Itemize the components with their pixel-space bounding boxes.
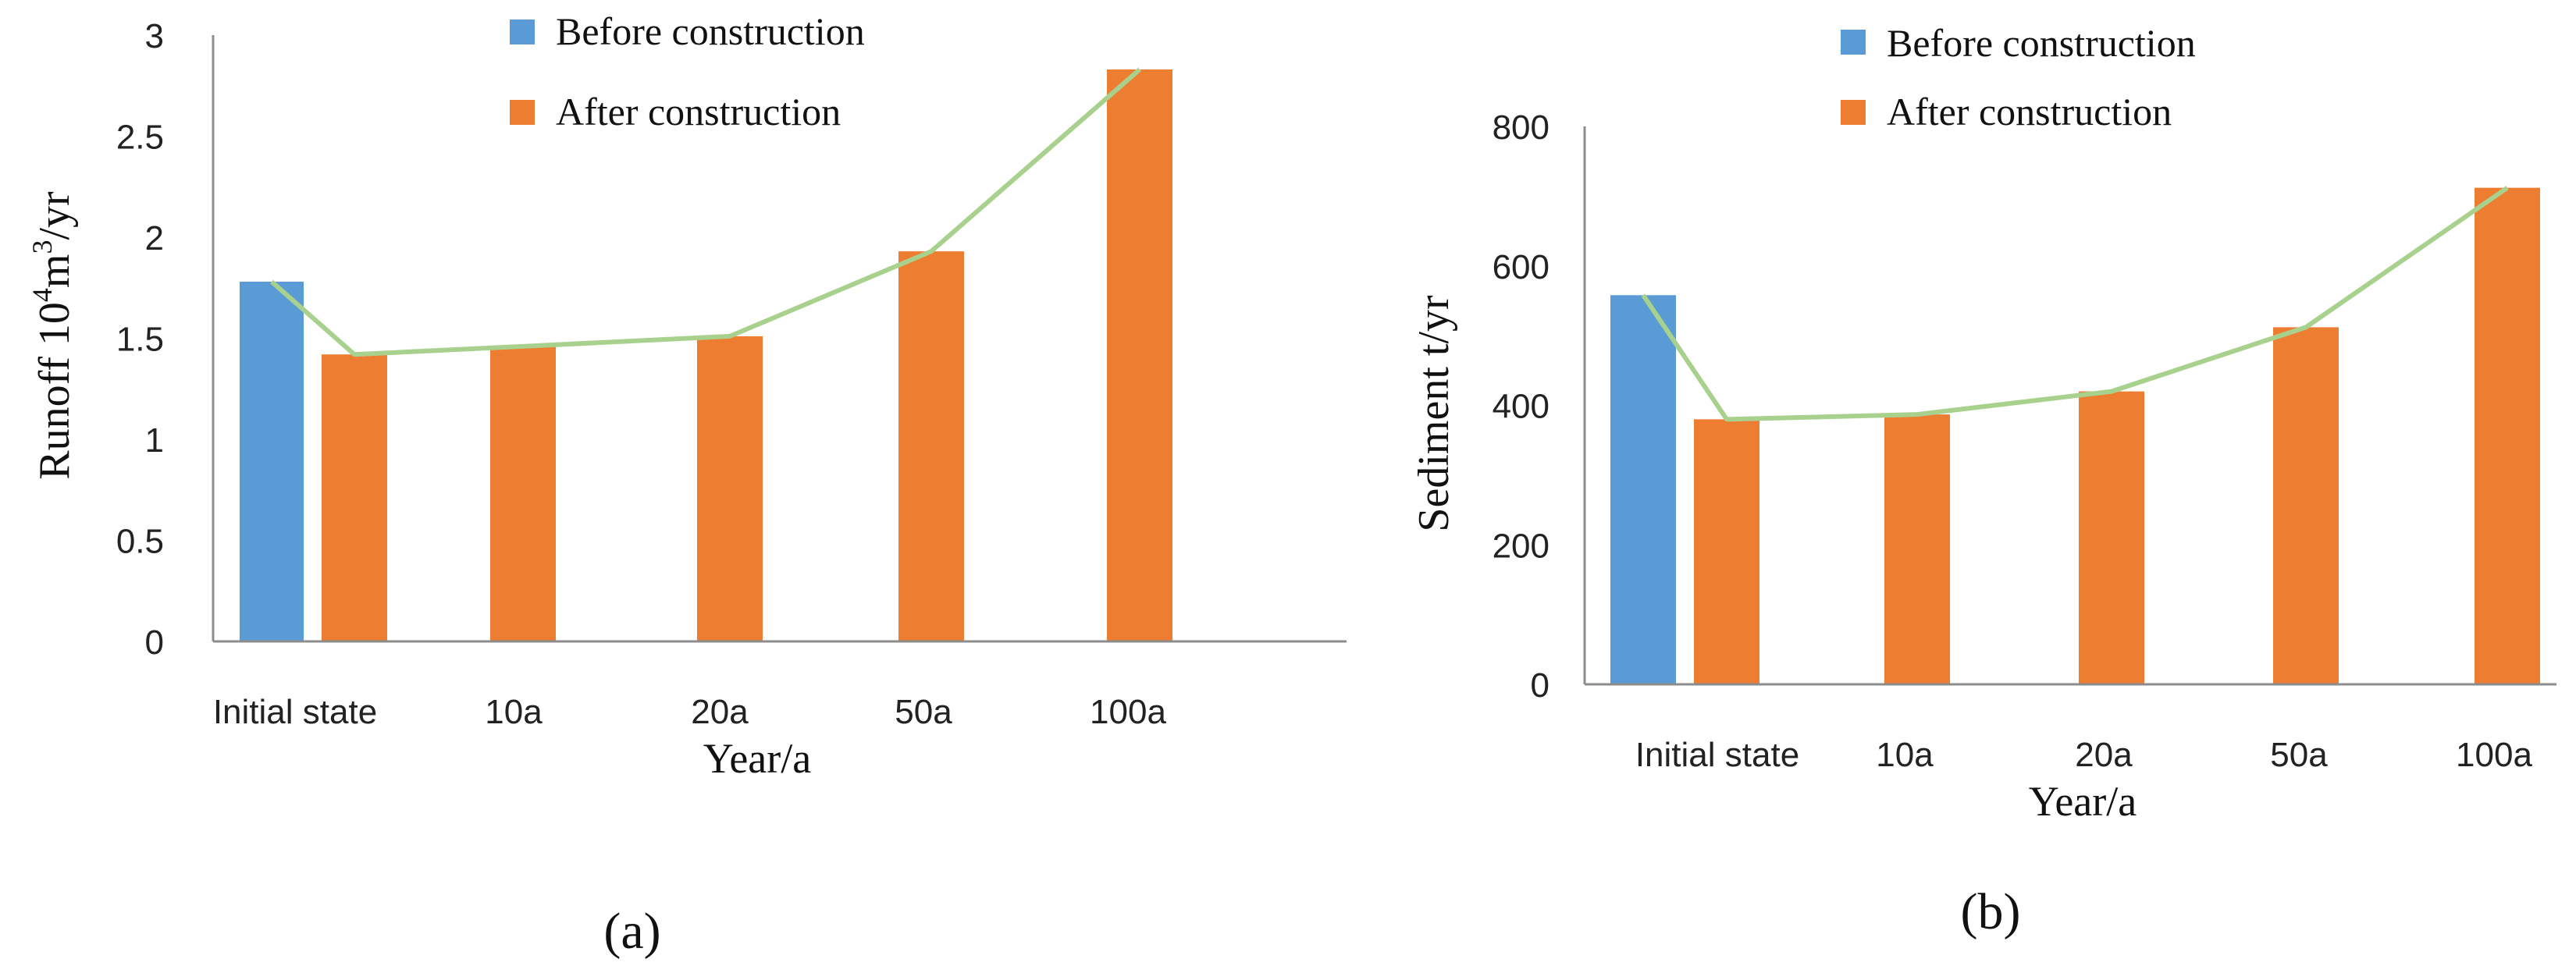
chart-a-x-tick-label: Initial state bbox=[213, 693, 377, 731]
chart-b-legend-before: Before construction bbox=[1887, 21, 2196, 65]
chart-b-legend-swatch-before bbox=[1841, 30, 1866, 55]
chart-b-x-tick-label: Initial state bbox=[1635, 736, 1799, 774]
chart-a-bar-after bbox=[322, 354, 387, 641]
chart-b-y-tick-label: 600 bbox=[1493, 248, 1550, 286]
chart-a-bar-after bbox=[1107, 69, 1172, 641]
chart-b-panel-label: (b) bbox=[1961, 883, 2021, 940]
chart-b-trend-line bbox=[1641, 186, 2509, 422]
chart-a-y-tick-label: 3 bbox=[145, 17, 164, 55]
chart-a-x-label: Year/a bbox=[703, 735, 812, 782]
chart-b-y-tick-label: 200 bbox=[1493, 527, 1550, 565]
chart-b-legend-after: After construction bbox=[1887, 90, 2172, 133]
chart-a-bar-after bbox=[490, 346, 556, 641]
chart-b-y-tick-label: 800 bbox=[1493, 108, 1550, 147]
chart-a-bar-after bbox=[898, 251, 964, 641]
chart-b-legend-swatch-after bbox=[1841, 100, 1866, 125]
chart-a-y-tick-label: 2 bbox=[145, 219, 164, 257]
chart-a-y-tick-label: 1 bbox=[145, 421, 164, 460]
chart-b-y-label: Sediment t/yr bbox=[1410, 295, 1458, 532]
chart-a-panel-label: (a) bbox=[603, 903, 660, 960]
chart-b-y-tick-label: 400 bbox=[1493, 388, 1550, 426]
chart-b-x-tick-label: 10a bbox=[1876, 736, 1934, 774]
chart-b-bar-after bbox=[2079, 391, 2144, 684]
chart-a-legend-swatch-after bbox=[510, 100, 535, 125]
chart-a-runoff: 0 0.5 1 1.5 2 2.5 3 Initial state 10a 20a 50a 100a… bbox=[27, 9, 1347, 960]
chart-b-x-label: Year/a bbox=[2029, 778, 2137, 825]
chart-a-x-tick-label: 50a bbox=[895, 693, 952, 731]
chart-a-legend-swatch-before bbox=[510, 20, 535, 44]
chart-b-y-tick-label: 0 bbox=[1531, 666, 1550, 705]
chart-a-bar-before bbox=[240, 281, 304, 641]
chart-b-bar-after bbox=[1694, 419, 1759, 684]
chart-b-x-tick-label: 50a bbox=[2270, 736, 2328, 774]
chart-a-y-tick-label: 0.5 bbox=[116, 523, 164, 561]
chart-b-bar-after bbox=[1884, 414, 1950, 684]
chart-b-bar-after bbox=[2273, 327, 2339, 684]
chart-a-y-tick-label: 0 bbox=[145, 623, 164, 662]
chart-a-y-tick-label: 1.5 bbox=[116, 321, 164, 359]
chart-a-y-tick-label: 2.5 bbox=[116, 119, 164, 157]
chart-a-x-tick-label: 10a bbox=[485, 693, 543, 731]
chart-a-x-tick-label: 20a bbox=[691, 693, 749, 731]
chart-a-legend-after: After construction bbox=[556, 90, 841, 133]
chart-a-y-label: Runoff 104m3/yr bbox=[27, 191, 79, 480]
chart-b-bar-before bbox=[1610, 295, 1676, 684]
chart-a-legend-before: Before construction bbox=[556, 9, 865, 53]
chart-b-bar-after bbox=[2475, 187, 2540, 684]
chart-b-sediment: 0 200 400 600 800 Initial state 10a 20a 50a 100a… bbox=[1410, 21, 2556, 940]
chart-a-trend-line bbox=[270, 67, 1141, 357]
chart-b-x-tick-label: 100a bbox=[2456, 736, 2532, 774]
chart-b-x-tick-label: 20a bbox=[2075, 736, 2133, 774]
chart-a-bar-after bbox=[697, 336, 763, 641]
chart-a-x-tick-label: 100a bbox=[1090, 693, 1166, 731]
